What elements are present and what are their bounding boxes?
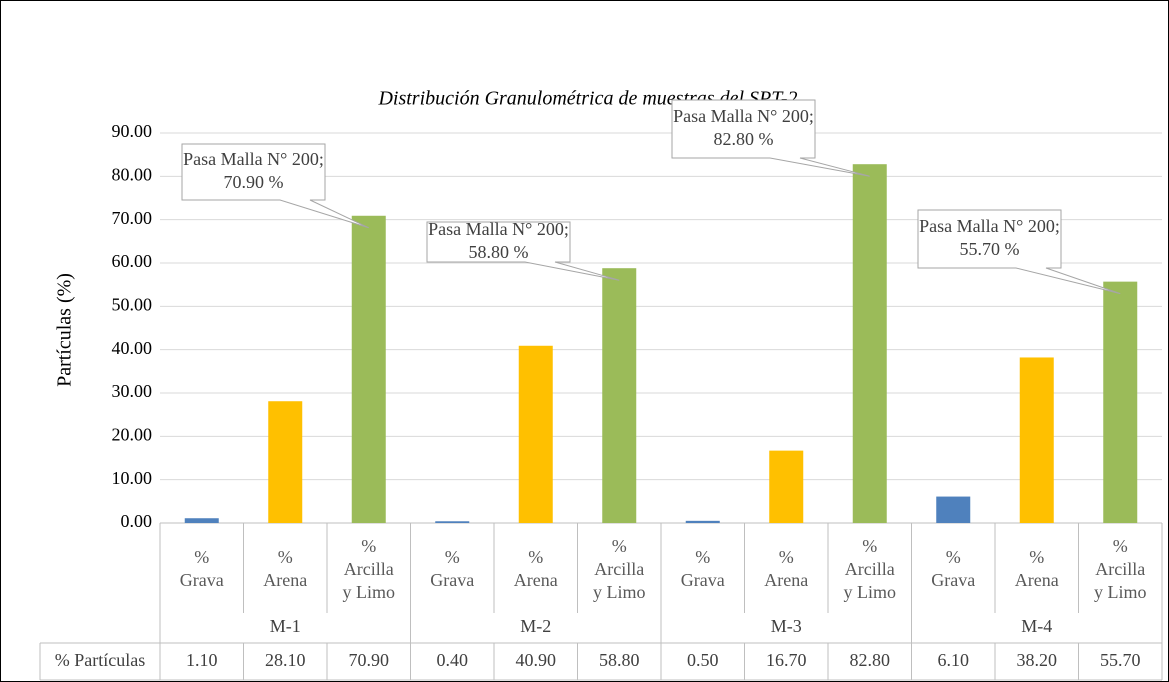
x-tick-label: % Grava (680, 547, 725, 590)
table-row-header: % Partículas (55, 650, 145, 670)
y-tick-label: 40.00 (112, 338, 153, 358)
x-tick-label: % Grava (430, 547, 475, 590)
table-value: 40.90 (516, 650, 557, 670)
callout-text: Pasa Malla N° 200; (919, 216, 1060, 236)
bar (435, 521, 470, 523)
callout-text: Pasa Malla N° 200; (428, 219, 569, 239)
table-value: 16.70 (766, 650, 807, 670)
x-tick-label: % Arcilla y Limo (1094, 535, 1147, 602)
y-tick-label: 60.00 (112, 251, 153, 271)
x-tick-label: % Arcilla y Limo (843, 535, 897, 602)
x-tick-label: % Grava (931, 547, 976, 590)
x-tick-label: % Arena (764, 547, 809, 590)
data-label: 82.80 % (714, 129, 774, 149)
y-axis-title: Partículas (%) (54, 273, 76, 387)
bar (685, 520, 720, 523)
callout-box (671, 99, 870, 177)
bar (351, 215, 386, 523)
y-tick-label: 50.00 (112, 294, 153, 314)
y-tick-label: 0.00 (121, 511, 153, 531)
callout-text: Pasa Malla N° 200; (183, 149, 324, 169)
data-label: 58.80 % (469, 242, 529, 262)
y-tick-label: 80.00 (112, 164, 153, 184)
bar (184, 518, 219, 523)
group-label: M-1 (270, 616, 301, 636)
bar (852, 164, 887, 523)
table-value: 0.50 (687, 650, 719, 670)
bar (1019, 357, 1054, 523)
bar (268, 401, 303, 523)
table-value: 82.80 (850, 650, 891, 670)
bar (769, 450, 804, 523)
bar (936, 496, 971, 523)
x-tick-label: % Arena (513, 547, 558, 590)
bar (1103, 281, 1138, 523)
y-tick-label: 30.00 (112, 381, 153, 401)
y-tick-label: 90.00 (112, 121, 153, 141)
x-tick-label: % Arcilla y Limo (342, 535, 396, 602)
y-tick-label: 70.00 (112, 208, 153, 228)
table-value: 38.20 (1017, 650, 1058, 670)
table-value: 28.10 (265, 650, 306, 670)
callout-text: Pasa Malla N° 200; (673, 106, 814, 126)
bar (518, 345, 553, 523)
table-value: 70.90 (349, 650, 390, 670)
group-label: M-4 (1021, 616, 1052, 636)
table-value: 6.10 (938, 650, 970, 670)
data-label: 55.70 % (960, 239, 1020, 259)
table-value: 58.80 (599, 650, 640, 670)
data-label: 70.90 % (224, 172, 284, 192)
x-tick-label: % Grava (179, 547, 224, 590)
x-tick-label: % Arcilla y Limo (593, 535, 646, 602)
group-label: M-3 (771, 616, 802, 636)
bar (602, 268, 637, 523)
table-value: 0.40 (437, 650, 469, 670)
callout-box (426, 221, 620, 281)
callout-box (917, 209, 1121, 295)
y-tick-label: 10.00 (112, 468, 153, 488)
table-value: 55.70 (1100, 650, 1141, 670)
group-label: M-2 (520, 616, 551, 636)
y-tick-label: 20.00 (112, 424, 153, 444)
table-value: 1.10 (186, 650, 218, 670)
x-tick-label: % Arena (263, 547, 308, 590)
x-tick-label: % Arena (1014, 547, 1059, 590)
callout-box (181, 143, 369, 229)
